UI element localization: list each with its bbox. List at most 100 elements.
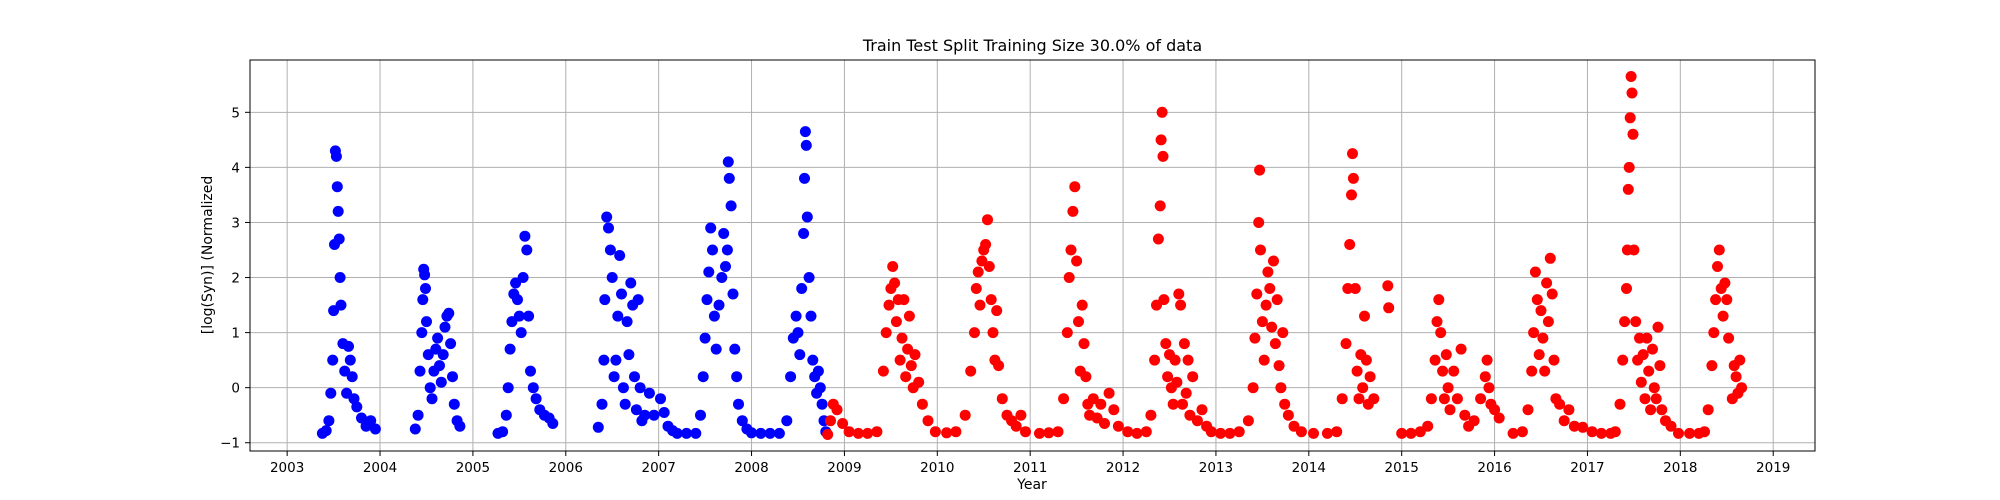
data-point-series-1 xyxy=(890,316,902,328)
x-tick-label: 2007 xyxy=(641,460,675,476)
data-point-series-1 xyxy=(1544,252,1556,264)
data-point-series-1 xyxy=(1340,338,1352,350)
data-point-series-1 xyxy=(985,294,997,306)
data-point-series-1 xyxy=(1656,404,1668,416)
data-point-series-1 xyxy=(1275,382,1287,394)
data-point-series-0 xyxy=(708,310,720,322)
data-point-series-1 xyxy=(1295,426,1307,438)
data-point-series-1 xyxy=(1112,420,1124,432)
data-point-series-1 xyxy=(1516,426,1528,438)
data-point-series-0 xyxy=(705,222,717,234)
data-point-series-1 xyxy=(1346,189,1357,201)
data-point-series-1 xyxy=(1167,398,1179,410)
data-point-series-1 xyxy=(1713,244,1725,256)
data-point-series-1 xyxy=(1431,316,1443,328)
data-point-series-0 xyxy=(443,307,455,319)
chart-title: Train Test Split Training Size 30.0% of … xyxy=(862,36,1203,55)
data-point-series-0 xyxy=(794,349,806,361)
data-point-series-1 xyxy=(1140,426,1152,438)
data-point-series-0 xyxy=(604,244,616,256)
data-point-series-0 xyxy=(596,398,608,410)
data-point-series-1 xyxy=(871,426,883,438)
data-point-series-1 xyxy=(1249,332,1261,344)
data-point-series-1 xyxy=(1483,382,1495,394)
data-point-series-0 xyxy=(792,327,804,339)
data-point-series-0 xyxy=(629,371,640,383)
data-point-series-0 xyxy=(764,427,776,439)
y-tick-label: 3 xyxy=(231,215,240,231)
data-point-series-1 xyxy=(1247,382,1259,394)
data-point-series-1 xyxy=(1630,316,1642,328)
data-point-series-0 xyxy=(799,172,810,184)
data-point-series-0 xyxy=(725,200,737,212)
data-point-series-0 xyxy=(701,294,713,306)
data-point-series-1 xyxy=(1264,283,1276,294)
x-tick-label: 2006 xyxy=(549,460,583,476)
data-point-series-0 xyxy=(727,288,739,300)
data-point-series-1 xyxy=(1177,398,1188,410)
data-point-series-1 xyxy=(1635,376,1647,388)
data-point-series-1 xyxy=(1080,371,1092,383)
data-point-series-1 xyxy=(1331,426,1343,438)
data-point-series-0 xyxy=(634,382,646,394)
data-point-series-0 xyxy=(643,387,655,399)
data-point-series-0 xyxy=(614,250,626,261)
data-point-series-0 xyxy=(412,409,424,421)
y-tick-label: 0 xyxy=(231,381,240,397)
data-point-series-0 xyxy=(434,360,445,372)
data-point-series-1 xyxy=(950,426,962,438)
data-point-series-1 xyxy=(1162,371,1174,383)
data-point-series-1 xyxy=(1719,277,1731,289)
data-point-series-0 xyxy=(617,382,629,394)
x-tick-label: 2003 xyxy=(270,460,304,476)
data-point-series-0 xyxy=(417,294,429,306)
data-point-series-0 xyxy=(344,354,356,366)
data-point-series-0 xyxy=(601,211,613,223)
data-point-series-1 xyxy=(1258,354,1270,366)
data-point-series-0 xyxy=(658,407,670,418)
data-point-series-1 xyxy=(1233,426,1245,438)
y-tick-label: 1 xyxy=(231,326,240,342)
data-point-series-1 xyxy=(1266,321,1278,333)
data-point-series-1 xyxy=(1438,393,1450,405)
data-point-series-1 xyxy=(1145,409,1157,421)
data-point-series-1 xyxy=(1448,365,1460,377)
data-point-series-1 xyxy=(1736,382,1748,394)
data-point-series-1 xyxy=(1205,426,1217,438)
data-point-series-1 xyxy=(1684,427,1696,439)
data-point-series-0 xyxy=(814,382,826,394)
data-point-series-1 xyxy=(1625,71,1637,82)
data-point-series-1 xyxy=(1702,404,1714,416)
data-point-series-1 xyxy=(1349,283,1361,294)
data-point-series-1 xyxy=(1260,299,1272,311)
data-point-series-1 xyxy=(1422,420,1434,432)
data-point-series-1 xyxy=(1152,233,1164,245)
data-point-series-1 xyxy=(1626,87,1638,99)
data-point-series-0 xyxy=(699,332,711,344)
data-point-series-0 xyxy=(798,228,810,239)
data-point-series-0 xyxy=(432,332,444,344)
data-point-series-0 xyxy=(437,349,449,361)
data-point-series-1 xyxy=(1196,404,1208,416)
data-point-series-1 xyxy=(1577,421,1589,433)
data-point-series-1 xyxy=(922,415,934,427)
data-point-series-1 xyxy=(896,332,908,344)
data-point-series-1 xyxy=(843,426,855,438)
data-point-series-1 xyxy=(1546,288,1558,300)
data-point-series-0 xyxy=(718,228,730,239)
data-point-series-1 xyxy=(883,299,895,311)
data-point-series-1 xyxy=(1160,338,1172,350)
data-point-series-1 xyxy=(1442,382,1454,394)
data-point-series-0 xyxy=(426,393,438,405)
data-point-series-1 xyxy=(913,376,925,388)
data-point-series-0 xyxy=(346,371,358,383)
data-point-series-1 xyxy=(965,365,977,377)
data-point-series-1 xyxy=(1548,354,1560,366)
data-point-series-1 xyxy=(1665,420,1677,432)
data-point-series-1 xyxy=(1568,420,1580,432)
data-point-series-0 xyxy=(327,354,339,366)
data-point-series-1 xyxy=(1489,404,1501,416)
data-point-series-1 xyxy=(1273,360,1285,372)
